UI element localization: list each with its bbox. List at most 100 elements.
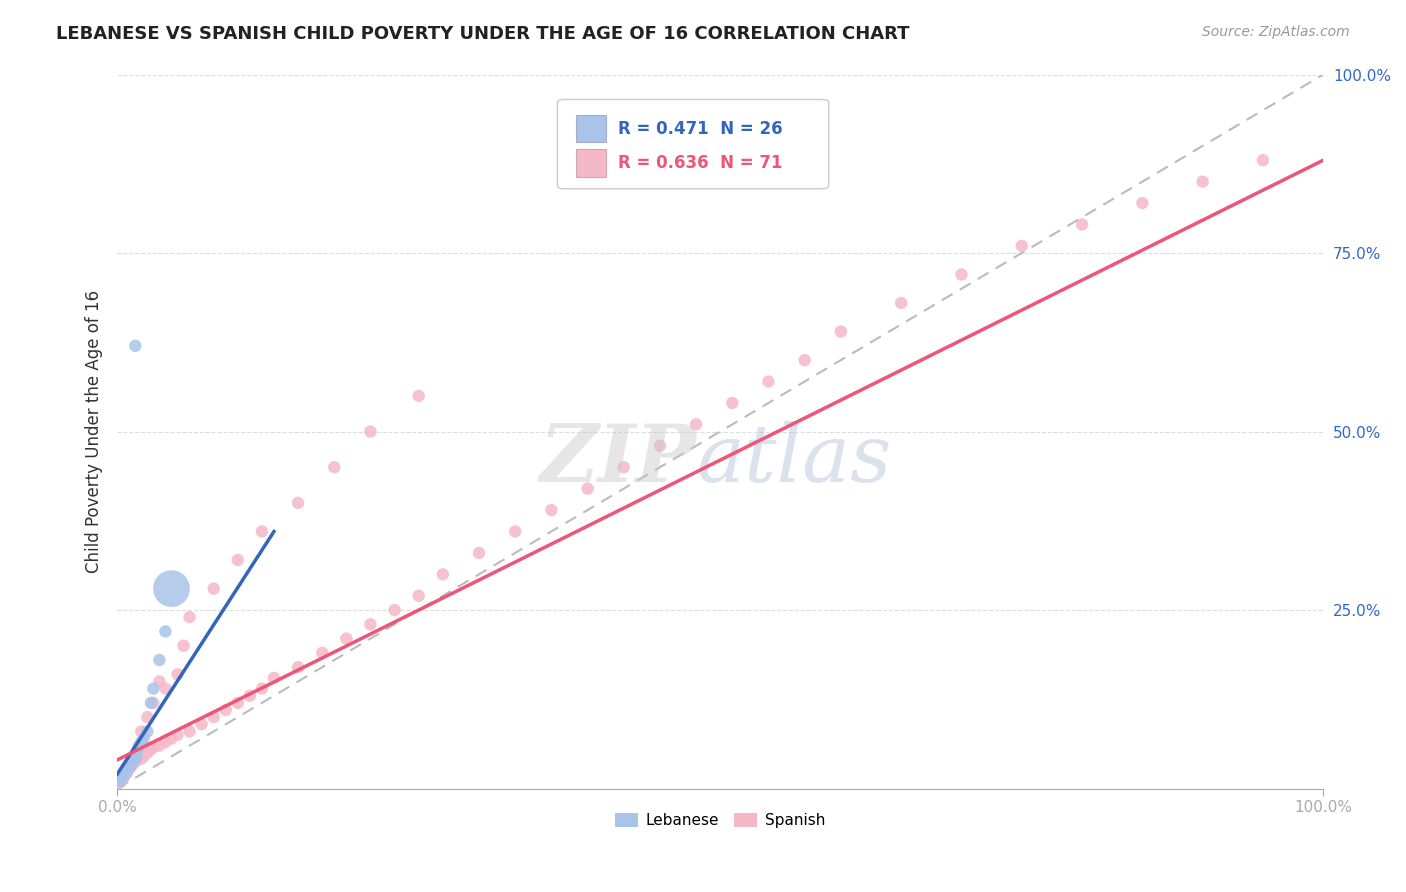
Point	[122, 755, 145, 769]
Point	[613, 460, 636, 475]
Point	[166, 667, 188, 681]
Point	[118, 760, 141, 774]
Point	[540, 503, 562, 517]
Point	[111, 771, 134, 785]
Point	[202, 710, 225, 724]
Point	[121, 758, 143, 772]
Point	[890, 296, 912, 310]
Point	[384, 603, 406, 617]
Point	[432, 567, 454, 582]
Point	[503, 524, 526, 539]
Point	[311, 646, 333, 660]
Text: atlas: atlas	[696, 421, 891, 499]
Point	[124, 339, 146, 353]
Point	[122, 756, 145, 771]
Point	[359, 617, 381, 632]
Point	[155, 624, 177, 639]
Point	[120, 758, 142, 772]
Point	[155, 681, 177, 696]
Point	[202, 582, 225, 596]
Point	[685, 417, 707, 432]
Point	[226, 696, 249, 710]
Point	[108, 776, 131, 790]
Point	[250, 681, 273, 696]
Point	[950, 268, 973, 282]
Point	[131, 724, 153, 739]
Point	[148, 739, 170, 753]
Point	[139, 696, 162, 710]
Point	[117, 762, 139, 776]
Point	[287, 496, 309, 510]
Point	[173, 639, 195, 653]
Point	[118, 762, 141, 776]
Point	[148, 653, 170, 667]
Point	[142, 740, 165, 755]
Point	[239, 689, 262, 703]
Point	[115, 765, 138, 780]
Point	[250, 524, 273, 539]
Point	[468, 546, 491, 560]
Point	[112, 767, 135, 781]
Point	[136, 724, 159, 739]
Point	[124, 755, 146, 769]
Point	[132, 749, 155, 764]
Point	[110, 772, 132, 787]
Text: Source: ZipAtlas.com: Source: ZipAtlas.com	[1202, 25, 1350, 39]
FancyBboxPatch shape	[575, 115, 606, 143]
Text: R = 0.471  N = 26: R = 0.471 N = 26	[617, 120, 782, 137]
Point	[128, 739, 150, 753]
Point	[112, 769, 135, 783]
Point	[117, 764, 139, 778]
Point	[108, 774, 131, 789]
Point	[648, 439, 671, 453]
Legend: Lebanese, Spanish: Lebanese, Spanish	[609, 807, 831, 834]
Point	[142, 696, 165, 710]
Point	[408, 589, 430, 603]
Point	[160, 582, 183, 596]
Point	[131, 735, 153, 749]
Point	[263, 671, 285, 685]
Point	[166, 728, 188, 742]
Point	[287, 660, 309, 674]
Point	[1011, 239, 1033, 253]
Point	[721, 396, 744, 410]
Point	[111, 772, 134, 787]
Point	[120, 760, 142, 774]
Point	[408, 389, 430, 403]
Point	[179, 724, 201, 739]
Point	[114, 767, 136, 781]
Point	[136, 710, 159, 724]
Point	[148, 674, 170, 689]
Point	[1251, 153, 1274, 168]
Point	[132, 731, 155, 746]
Point	[121, 756, 143, 771]
Point	[1130, 196, 1153, 211]
Point	[139, 742, 162, 756]
Point	[160, 731, 183, 746]
Point	[323, 460, 346, 475]
Point	[335, 632, 357, 646]
Text: ZIP: ZIP	[540, 421, 696, 499]
Point	[110, 774, 132, 789]
Point	[112, 771, 135, 785]
Point	[758, 375, 780, 389]
Point	[136, 746, 159, 760]
Point	[576, 482, 599, 496]
Y-axis label: Child Poverty Under the Age of 16: Child Poverty Under the Age of 16	[86, 290, 103, 573]
Point	[127, 742, 149, 756]
FancyBboxPatch shape	[557, 100, 828, 189]
Point	[1191, 175, 1213, 189]
Point	[127, 753, 149, 767]
FancyBboxPatch shape	[575, 150, 606, 177]
Point	[830, 325, 852, 339]
Point	[1071, 218, 1094, 232]
Point	[190, 717, 212, 731]
Point	[179, 610, 201, 624]
Point	[112, 769, 135, 783]
Point	[142, 681, 165, 696]
Point	[125, 749, 148, 764]
Point	[115, 764, 138, 778]
Point	[124, 751, 146, 765]
Text: R = 0.636  N = 71: R = 0.636 N = 71	[617, 154, 782, 172]
Point	[155, 735, 177, 749]
